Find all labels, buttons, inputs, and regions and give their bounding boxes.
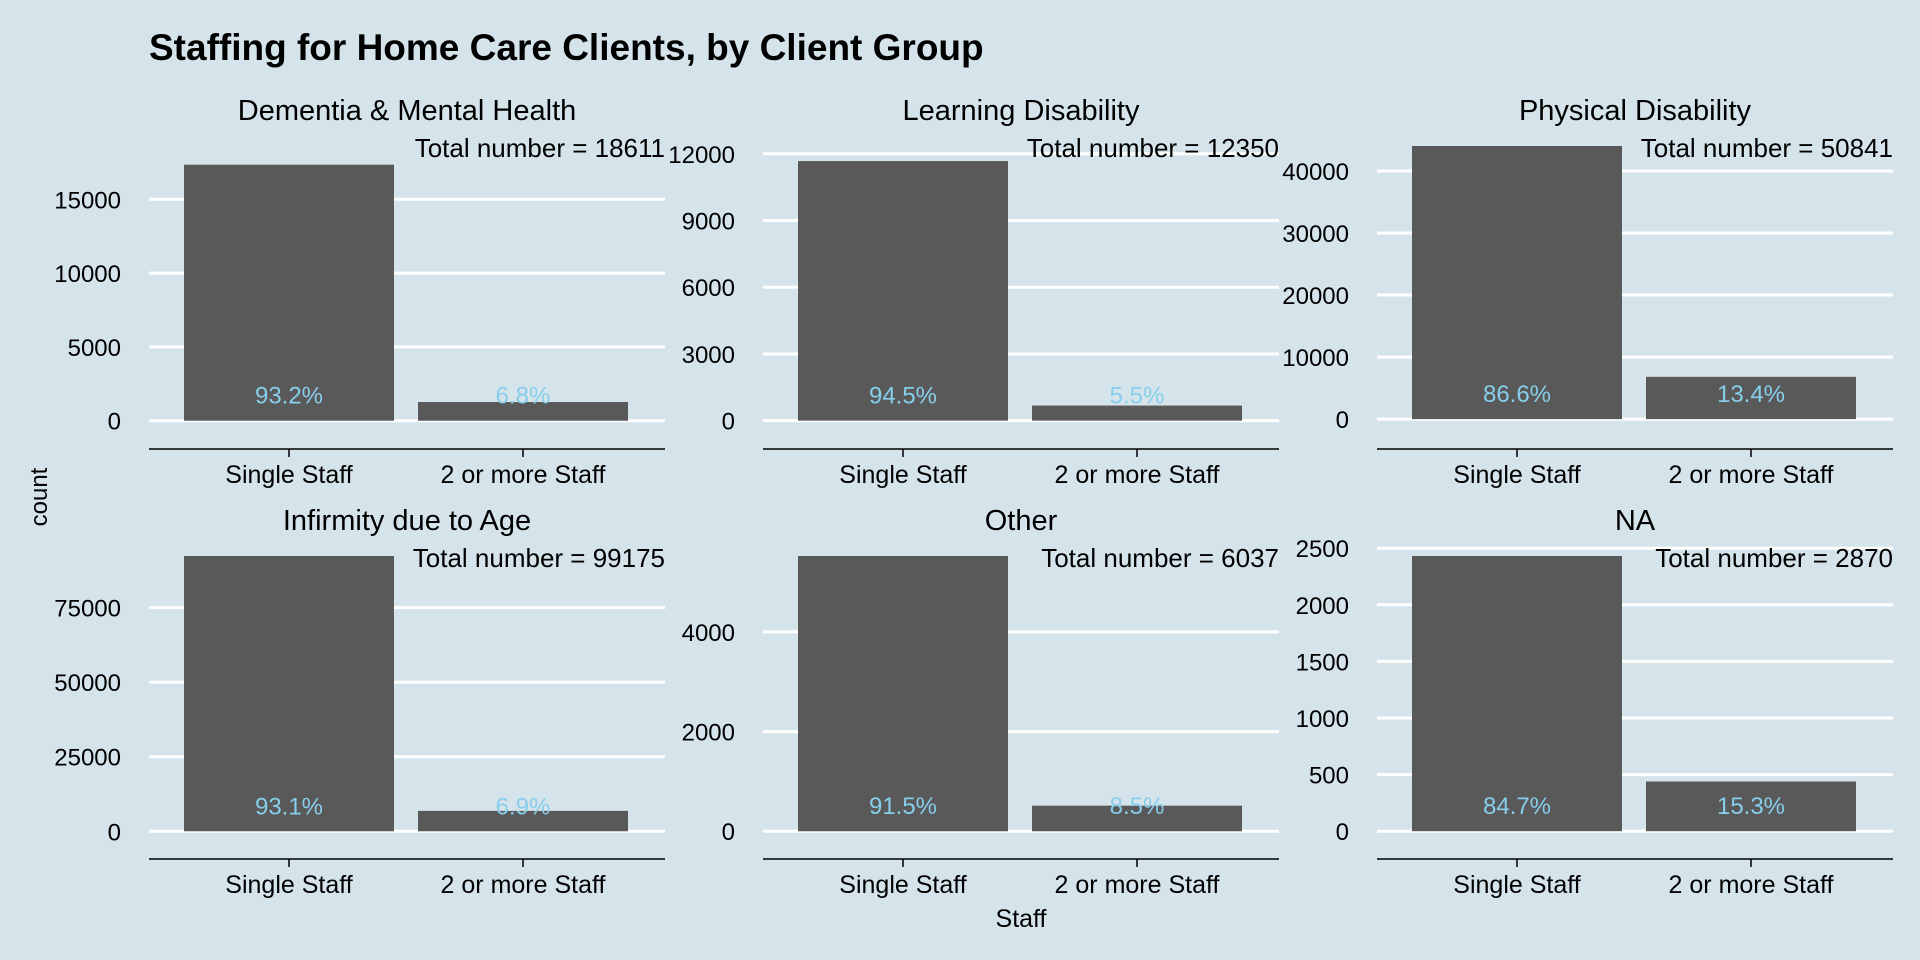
- x-tick-label: 2 or more Staff: [1055, 871, 1220, 899]
- bar: [1412, 556, 1622, 832]
- y-tick-label: 25000: [54, 745, 121, 772]
- y-tick-label: 2000: [1296, 593, 1349, 620]
- bar: [1412, 146, 1622, 420]
- percent-label: 93.1%: [255, 793, 323, 820]
- facet-panel: Infirmity due to Age 0 25000 50000 75000 93.1…: [54, 505, 665, 899]
- percent-label: 8.5%: [1110, 793, 1165, 820]
- percent-label: 94.5%: [869, 383, 937, 410]
- facet-panel: Other 0 2000 4000 91.5% 8.5% Total number = 60…: [682, 505, 1279, 899]
- y-tick-label: 0: [108, 819, 121, 846]
- x-tick-label: Single Staff: [1453, 871, 1580, 899]
- y-tick-label: 20000: [1282, 283, 1349, 310]
- total-annotation: Total number = 18611: [415, 133, 665, 163]
- bar: [798, 161, 1008, 421]
- y-tick-label: 10000: [54, 261, 121, 288]
- x-tick-label: Single Staff: [225, 871, 352, 899]
- y-tick-label: 0: [1336, 819, 1349, 846]
- facet-title: Physical Disability: [1519, 95, 1752, 127]
- facet-title: Infirmity due to Age: [283, 505, 531, 537]
- bar: [418, 402, 628, 421]
- facet-panel: Physical Disability 0 10000 20000 30000 40000…: [1282, 95, 1893, 489]
- facet-title: Dementia & Mental Health: [238, 95, 577, 127]
- y-tick-label: 12000: [668, 142, 735, 169]
- y-tick-label: 30000: [1282, 221, 1349, 248]
- x-tick-label: Single Staff: [839, 461, 966, 489]
- x-tick-label: 2 or more Staff: [1055, 461, 1220, 489]
- chart-title: Staffing for Home Care Clients, by Clien…: [149, 27, 984, 68]
- percent-label: 6.8%: [496, 383, 551, 410]
- y-tick-label: 4000: [682, 620, 735, 647]
- total-annotation: Total number = 99175: [413, 543, 665, 573]
- bar: [418, 810, 628, 832]
- y-tick-label: 0: [722, 409, 735, 436]
- y-tick-label: 15000: [54, 187, 121, 214]
- percent-label: 6.9%: [496, 793, 551, 820]
- x-tick-label: 2 or more Staff: [1669, 461, 1834, 489]
- bar: [184, 556, 394, 832]
- bar: [1646, 781, 1856, 832]
- bar: [1032, 805, 1242, 832]
- percent-label: 84.7%: [1483, 793, 1551, 820]
- y-tick-label: 50000: [54, 670, 121, 697]
- facet-panel: Learning Disability 0 3000 6000 9000 12000 94.…: [668, 95, 1279, 489]
- percent-label: 13.4%: [1717, 381, 1785, 408]
- facet-panels: Dementia & Mental Health0500010000150009…: [54, 95, 1893, 899]
- percent-label: 15.3%: [1717, 793, 1785, 820]
- bar: [1032, 405, 1242, 421]
- facet-title: NA: [1615, 505, 1656, 537]
- y-tick-label: 6000: [682, 275, 735, 302]
- facet-panel: Dementia & Mental Health 0 5000 10000 15000 9…: [54, 95, 665, 489]
- facet-title: Learning Disability: [903, 95, 1140, 127]
- total-annotation: Total number = 50841: [1641, 133, 1893, 163]
- percent-label: 91.5%: [869, 793, 937, 820]
- x-tick-label: 2 or more Staff: [441, 871, 606, 899]
- facet-title: Other: [985, 505, 1058, 537]
- y-tick-label: 75000: [54, 596, 121, 623]
- y-tick-label: 2500: [1296, 536, 1349, 563]
- x-tick-label: 2 or more Staff: [1669, 871, 1834, 899]
- y-tick-label: 5000: [68, 335, 121, 362]
- percent-label: 93.2%: [255, 383, 323, 410]
- y-tick-label: 1000: [1296, 706, 1349, 733]
- percent-label: 5.5%: [1110, 383, 1165, 410]
- x-tick-label: Single Staff: [839, 871, 966, 899]
- y-tick-label: 3000: [682, 342, 735, 369]
- bar: [1646, 376, 1856, 420]
- total-annotation: Total number = 2870: [1655, 543, 1893, 573]
- y-tick-label: 500: [1309, 763, 1349, 790]
- y-axis-label: count: [26, 467, 53, 526]
- y-tick-label: 0: [722, 819, 735, 846]
- x-tick-label: Single Staff: [1453, 461, 1580, 489]
- bar: [798, 556, 1008, 832]
- y-tick-label: 2000: [682, 720, 735, 747]
- y-tick-label: 9000: [682, 209, 735, 236]
- y-tick-label: 1500: [1296, 649, 1349, 676]
- y-tick-label: 40000: [1282, 159, 1349, 186]
- x-tick-label: 2 or more Staff: [441, 461, 606, 489]
- bar: [184, 164, 394, 421]
- facet-panel: NA 0 500 1000 1500 2000 2500 84.7% 15.3% Total nu…: [1296, 505, 1893, 899]
- x-tick-label: Single Staff: [225, 461, 352, 489]
- y-tick-label: 0: [108, 409, 121, 436]
- total-annotation: Total number = 6037: [1041, 543, 1279, 573]
- y-tick-label: 10000: [1282, 345, 1349, 372]
- total-annotation: Total number = 12350: [1027, 133, 1279, 163]
- x-axis-label: Staff: [996, 905, 1047, 933]
- percent-label: 86.6%: [1483, 381, 1551, 408]
- y-tick-label: 0: [1336, 407, 1349, 434]
